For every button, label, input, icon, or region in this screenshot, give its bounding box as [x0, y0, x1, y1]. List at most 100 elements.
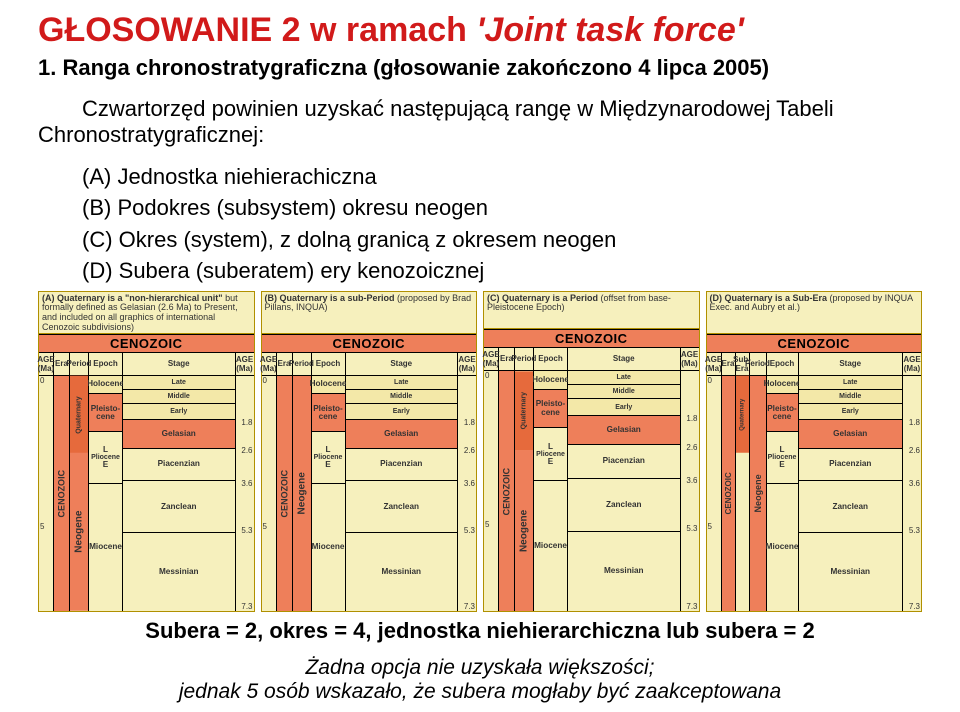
s-mid-b: Middle — [346, 390, 458, 404]
hd-st-c: Stage — [568, 348, 681, 370]
s-gel-d: Gelasian — [799, 420, 903, 448]
hd-ep-d: Epoch — [767, 353, 799, 375]
slide-title: GŁOSOWANIE 2 w ramach 'Joint task force' — [38, 12, 922, 49]
era-c: CENOZOIC — [499, 371, 514, 611]
s-zan-b: Zanclean — [346, 481, 458, 533]
r18c: 1.8 — [686, 414, 697, 423]
panel-c: (C) Quaternary is a Period (offset from … — [483, 291, 700, 612]
t5d: 5 — [708, 522, 712, 531]
col-st-c: Late Middle Early Gelasian Piacenzian Za… — [568, 371, 681, 611]
option-b: (B) Podokres (subsystem) okresu neogen — [38, 194, 922, 222]
neo-b: Neogene — [293, 376, 311, 611]
s-late-a: Late — [123, 376, 235, 390]
tbody-c: 0 5 CENOZOIC Quaternary Neogene Holocene… — [484, 371, 699, 611]
s-gel-c: Gelasian — [568, 416, 680, 445]
col-era-b: CENOZOIC — [277, 376, 293, 611]
r18a: 1.8 — [241, 418, 252, 427]
s-mid-a: Middle — [123, 390, 235, 404]
caption-d-bold: (D) Quaternary is a Sub-Era — [710, 293, 828, 303]
s-mes-d: Messinian — [799, 533, 903, 611]
tDa: AGE (Ma) — [707, 353, 722, 375]
plei-a: Pleisto-cene — [89, 394, 122, 432]
footer-line1: Żadna opcja nie uzyskała większości; — [38, 656, 922, 680]
holo-b: Holocene — [312, 376, 345, 395]
s-late-d: Late — [799, 376, 903, 390]
r26b: 2.6 — [464, 446, 475, 455]
hd-per-a: Period — [70, 353, 89, 375]
tick5a: 5 — [40, 522, 44, 531]
subq-d: Quaternary — [736, 376, 749, 454]
figure-row: (A) Quaternary is a "non-hierarchical un… — [38, 291, 922, 612]
s-pia-b: Piacenzian — [346, 449, 458, 482]
panel-a: (A) Quaternary is a "non-hierarchical un… — [38, 291, 255, 612]
title-part2: w ramach — [301, 11, 477, 49]
col-r-c: 1.8 2.6 3.6 5.3 7.3 — [681, 371, 699, 611]
holo-c: Holocene — [534, 371, 567, 390]
s-mes-a: Messinian — [123, 533, 235, 611]
hd-st-a: Stage — [123, 353, 236, 375]
s-early-d: Early — [799, 404, 903, 420]
plei-b: Pleisto-cene — [312, 394, 345, 432]
r18b: 1.8 — [464, 418, 475, 427]
col-ep-d: Holocene Pleisto-cene L Pliocene E Mioce… — [767, 376, 799, 611]
mio-b: Miocene — [312, 484, 345, 611]
r53d: 5.3 — [909, 526, 920, 535]
r53a: 5.3 — [241, 526, 252, 535]
plei-d: Pleisto-cene — [767, 394, 798, 432]
plioL-b: L — [325, 446, 330, 454]
col-era-d: CENOZOIC — [722, 376, 736, 611]
ranga-line: 1. Ranga chronostratygraficzna (głosowan… — [38, 55, 922, 81]
title-part1: GŁOSOWANIE 2 — [38, 11, 301, 49]
plioE-a: E — [103, 461, 108, 469]
r73b: 7.3 — [464, 602, 475, 611]
hd-r-b: AGE (Ma) — [458, 353, 476, 375]
s-mes-c: Messinian — [568, 532, 680, 611]
r36d: 3.6 — [909, 479, 920, 488]
col-per-a: Quaternary Neogene — [70, 376, 89, 611]
s-zan-a: Zanclean — [123, 481, 235, 533]
s-late-c: Late — [568, 371, 680, 385]
hd-ep-c: Epoch — [534, 348, 568, 370]
t5c: 5 — [485, 520, 489, 529]
s-mid-d: Middle — [799, 390, 903, 404]
cenozoic-b: CENOZOIC — [262, 334, 477, 353]
hd-ep-b: Epoch — [312, 353, 346, 375]
neo-c: Neogene — [515, 450, 533, 611]
plioE-d: E — [779, 461, 784, 469]
hd-st-b: Stage — [346, 353, 459, 375]
col-age-b: 0 5 — [262, 376, 277, 611]
t5b: 5 — [263, 522, 267, 531]
mio-a: Miocene — [89, 484, 122, 611]
s-zan-d: Zanclean — [799, 481, 903, 533]
s-pia-d: Piacenzian — [799, 449, 903, 482]
hd-r-a: AGE (Ma) — [236, 353, 254, 375]
cenozoic-d: CENOZOIC — [707, 334, 922, 353]
col-st-d: Late Middle Early Gelasian Piacenzian Za… — [799, 376, 904, 611]
tBa: AGE (Ma) — [262, 353, 277, 375]
col-ep-a: Holocene Pleisto-cene L Pliocene E Mioce… — [89, 376, 123, 611]
hd-r-c: AGE (Ma) — [681, 348, 699, 370]
panel-d: (D) Quaternary is a Sub-Era (proposed by… — [706, 291, 923, 612]
option-c: (C) Okres (system), z dolną granicą z ok… — [38, 226, 922, 254]
s-early-b: Early — [346, 404, 458, 420]
r36c: 3.6 — [686, 476, 697, 485]
cenozoic-a: CENOZOIC — [39, 334, 254, 353]
mio-d: Miocene — [767, 484, 798, 611]
col-r-a: 1.8 2.6 3.6 5.3 7.3 — [236, 376, 254, 611]
thead-c: AGE (Ma) Era Period Epoch Stage AGE (Ma) — [484, 348, 699, 371]
summary-line: Subera = 2, okres = 4, jednostka niehier… — [38, 618, 922, 644]
r53b: 5.3 — [464, 526, 475, 535]
plioE-b: E — [325, 461, 330, 469]
s-gel-a: Gelasian — [123, 420, 235, 448]
hd-per-b: Period — [293, 353, 312, 375]
hd-st-d: Stage — [799, 353, 904, 375]
r73c: 7.3 — [686, 602, 697, 611]
neo-a: Neogene — [70, 453, 88, 611]
col-age-d: 0 5 — [707, 376, 722, 611]
col-age-a: 0 5 — [39, 376, 54, 611]
col-st-a: Late Middle Early Gelasian Piacenzian Za… — [123, 376, 236, 611]
s-pia-c: Piacenzian — [568, 445, 680, 479]
col-ep-c: Holocene Pleisto-cene L Pliocene E Mioce… — [534, 371, 568, 611]
era-d: CENOZOIC — [722, 376, 735, 611]
r36b: 3.6 — [464, 479, 475, 488]
